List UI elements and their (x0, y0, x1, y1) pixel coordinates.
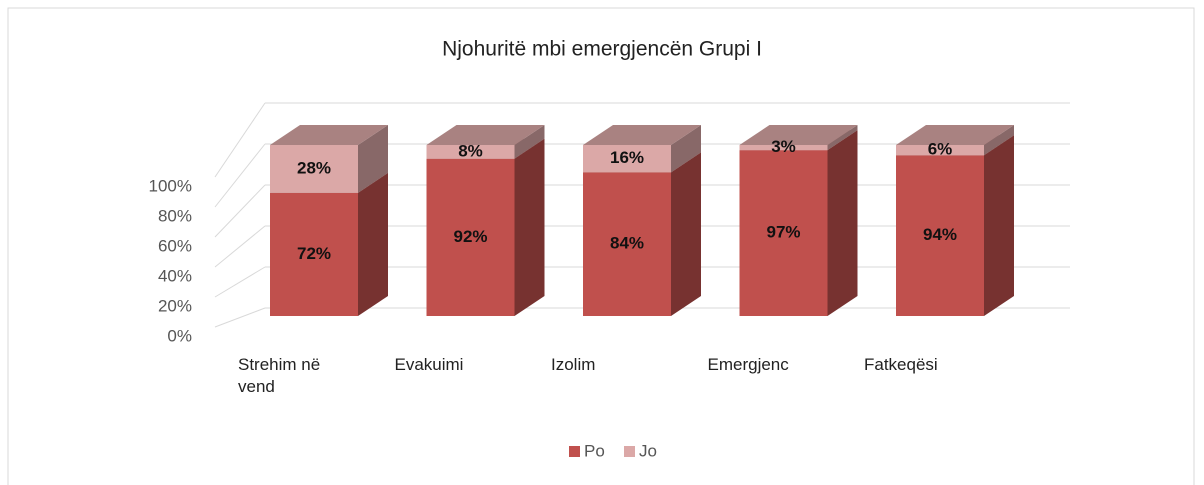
legend-swatch (624, 446, 635, 457)
chart-title: Njohuritë mbi emergjencën Grupi I (442, 38, 762, 61)
bar-side (827, 130, 858, 316)
legend-swatch (569, 446, 580, 457)
data-label: 72% (297, 244, 331, 263)
bar (896, 155, 984, 316)
data-label: 97% (766, 223, 800, 242)
bar-side (984, 135, 1014, 316)
data-label: 16% (610, 148, 644, 167)
data-label: 92% (453, 227, 487, 246)
bar (896, 145, 984, 156)
bar-top (426, 125, 545, 145)
x-tick-label: Fatkeqësi (864, 355, 938, 374)
y-tick-label: 100% (149, 176, 192, 195)
bar-side (358, 125, 388, 193)
y-tick-label: 80% (158, 206, 192, 225)
bar (739, 145, 828, 151)
bar-side (514, 125, 545, 159)
bar (739, 150, 828, 316)
bar (583, 145, 671, 173)
bar-side (827, 125, 858, 151)
y-tick-label: 60% (158, 236, 192, 255)
data-label: 6% (928, 140, 953, 159)
bar-side (984, 125, 1014, 156)
x-tick-label: Izolim (551, 355, 596, 374)
x-tick-label: Evakuimi (394, 355, 464, 374)
data-label: 28% (297, 158, 331, 177)
bar (270, 145, 358, 193)
y-tick-label: 40% (158, 266, 192, 285)
bar-side (514, 138, 545, 316)
bar-top (270, 125, 388, 145)
bar-side (358, 172, 388, 316)
grid-line-side (214, 143, 266, 208)
bar-side (671, 125, 701, 173)
legend-label: Po (584, 441, 605, 460)
bar-top (583, 125, 701, 145)
bar (426, 158, 515, 316)
grid-line-side (214, 266, 266, 298)
legend-label: Jo (639, 441, 657, 460)
grid-line-side (214, 184, 266, 238)
bar (583, 172, 671, 316)
bar (426, 145, 515, 159)
x-tick-label: Strehim në vend (238, 355, 321, 396)
bar (270, 192, 358, 316)
y-tick-label: 20% (158, 296, 192, 315)
bar-side (671, 152, 701, 316)
grid-line-side (214, 307, 266, 328)
data-label: 8% (458, 141, 483, 160)
data-label: 94% (923, 225, 957, 244)
grid-line-side (214, 102, 266, 178)
x-tick-label: Emergjenc (707, 355, 789, 374)
y-tick-label: 0% (167, 326, 192, 345)
data-label: 84% (610, 234, 644, 253)
data-label: 3% (771, 137, 796, 156)
bar-top (739, 125, 858, 145)
grid-line-side (214, 225, 266, 268)
bar-top (896, 125, 1014, 145)
